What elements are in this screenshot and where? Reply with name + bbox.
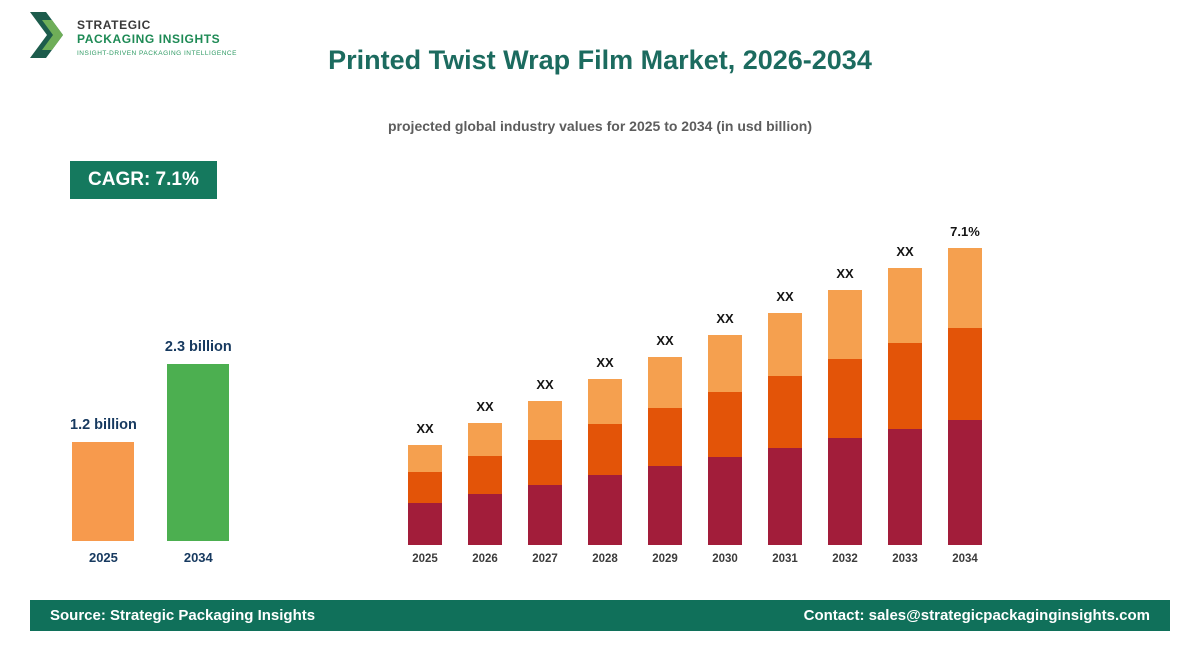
- stacked-bar-group: XX 2028: [588, 355, 622, 565]
- stacked-bar: [708, 335, 742, 545]
- bar-segment-middle: [528, 440, 562, 485]
- footer-source: Source: Strategic Packaging Insights: [50, 607, 316, 624]
- page-title: Printed Twist Wrap Film Market, 2026-203…: [328, 45, 872, 75]
- logo-chevron-icon: [30, 12, 68, 63]
- stacked-bar-group: 7.1% 2034: [948, 224, 982, 565]
- bar-top-label: XX: [716, 311, 734, 326]
- axis-year-label: 2032: [832, 553, 858, 565]
- bar-segment-top: [528, 401, 562, 440]
- bar-segment-middle: [468, 456, 502, 494]
- stacked-bar: [408, 445, 442, 545]
- bar-segment-middle: [648, 408, 682, 466]
- stacked-bar: [468, 423, 502, 545]
- axis-year-label: 2031: [772, 553, 798, 565]
- stacked-bar-group: XX 2033: [888, 244, 922, 565]
- cagr-badge: CAGR: 7.1%: [70, 161, 217, 199]
- summary-bar-group: 1.2 billion 2025: [70, 417, 137, 565]
- bar-segment-bottom: [528, 485, 562, 545]
- axis-year-label: 2029: [652, 553, 678, 565]
- bar-segment-top: [948, 248, 982, 328]
- stacked-bar: [648, 357, 682, 545]
- bar-segment-bottom: [468, 494, 502, 545]
- logo-tagline: INSIGHT-DRIVEN PACKAGING INTELLIGENCE: [77, 50, 237, 57]
- bar-segment-middle: [708, 392, 742, 457]
- page-subtitle: projected global industry values for 202…: [388, 118, 812, 134]
- summary-bar: [72, 442, 135, 541]
- bar-segment-top: [708, 335, 742, 392]
- stacked-bar-group: XX 2025: [408, 421, 442, 565]
- bar-segment-middle: [888, 343, 922, 429]
- stacked-bar-group: XX 2027: [528, 377, 562, 565]
- axis-year-label: 2025: [412, 553, 438, 565]
- axis-year-label: 2034: [952, 553, 978, 565]
- axis-year-label: 2028: [592, 553, 618, 565]
- bar-top-label: 7.1%: [950, 224, 980, 239]
- axis-year-label: 2034: [183, 550, 213, 565]
- bar-segment-top: [408, 445, 442, 472]
- bar-top-label: XX: [656, 333, 674, 348]
- projection-chart: XX 2025 XX 2026 XX 2027 XX 2028 XX 2029 XX 2030 XX 20…: [408, 195, 982, 565]
- bar-segment-top: [828, 290, 862, 359]
- bar-segment-middle: [588, 424, 622, 475]
- bar-top-label: XX: [416, 421, 434, 436]
- stacked-bar-group: XX 2029: [648, 333, 682, 565]
- bar-segment-middle: [828, 359, 862, 438]
- summary-chart: 1.2 billion 2025 2.3 billion 2034: [70, 318, 232, 565]
- stacked-bar: [888, 268, 922, 545]
- footer-bar: Source: Strategic Packaging Insights Con…: [30, 600, 1170, 631]
- bar-top-label: XX: [536, 377, 554, 392]
- summary-bar-group: 2.3 billion 2034: [165, 339, 232, 565]
- footer-contact: Contact: sales@strategicpackaginginsight…: [803, 607, 1150, 624]
- bar-segment-top: [468, 423, 502, 456]
- bar-segment-middle: [768, 376, 802, 448]
- bar-top-label: XX: [836, 266, 854, 281]
- axis-year-label: 2027: [532, 553, 558, 565]
- bar-segment-bottom: [708, 457, 742, 545]
- stacked-bar-group: XX 2032: [828, 266, 862, 565]
- bar-segment-bottom: [768, 448, 802, 545]
- bar-top-label: XX: [476, 399, 494, 414]
- brand-logo: STRATEGIC PACKAGING INSIGHTS INSIGHT-DRI…: [30, 12, 237, 63]
- bar-segment-top: [648, 357, 682, 408]
- bar-top-label: XX: [776, 289, 794, 304]
- bar-segment-top: [888, 268, 922, 343]
- stacked-bar: [528, 401, 562, 545]
- bar-segment-middle: [408, 472, 442, 503]
- stacked-bar-group: XX 2026: [468, 399, 502, 565]
- bar-segment-middle: [948, 328, 982, 420]
- bar-segment-bottom: [408, 503, 442, 545]
- stacked-bar-group: XX 2031: [768, 289, 802, 565]
- bar-value-label: 2.3 billion: [164, 339, 232, 355]
- bar-segment-bottom: [888, 429, 922, 545]
- logo-text: STRATEGIC PACKAGING INSIGHTS INSIGHT-DRI…: [77, 18, 237, 57]
- bar-top-label: XX: [896, 244, 914, 259]
- stacked-bar: [948, 248, 982, 545]
- summary-bar: [167, 364, 230, 541]
- bar-segment-bottom: [648, 466, 682, 545]
- bar-segment-bottom: [588, 475, 622, 545]
- bar-segment-bottom: [828, 438, 862, 545]
- stacked-bar: [588, 379, 622, 545]
- bar-segment-bottom: [948, 420, 982, 545]
- logo-line2: PACKAGING INSIGHTS: [77, 32, 221, 46]
- axis-year-label: 2033: [892, 553, 918, 565]
- bar-segment-top: [588, 379, 622, 424]
- logo-line1: STRATEGIC: [77, 18, 151, 32]
- stacked-bar: [828, 290, 862, 545]
- stacked-bar-group: XX 2030: [708, 311, 742, 565]
- stacked-bar: [768, 313, 802, 545]
- bar-value-label: 1.2 billion: [70, 417, 137, 433]
- axis-year-label: 2026: [472, 553, 498, 565]
- bar-top-label: XX: [596, 355, 614, 370]
- axis-year-label: 2030: [712, 553, 738, 565]
- bar-segment-top: [768, 313, 802, 376]
- axis-year-label: 2025: [88, 550, 118, 565]
